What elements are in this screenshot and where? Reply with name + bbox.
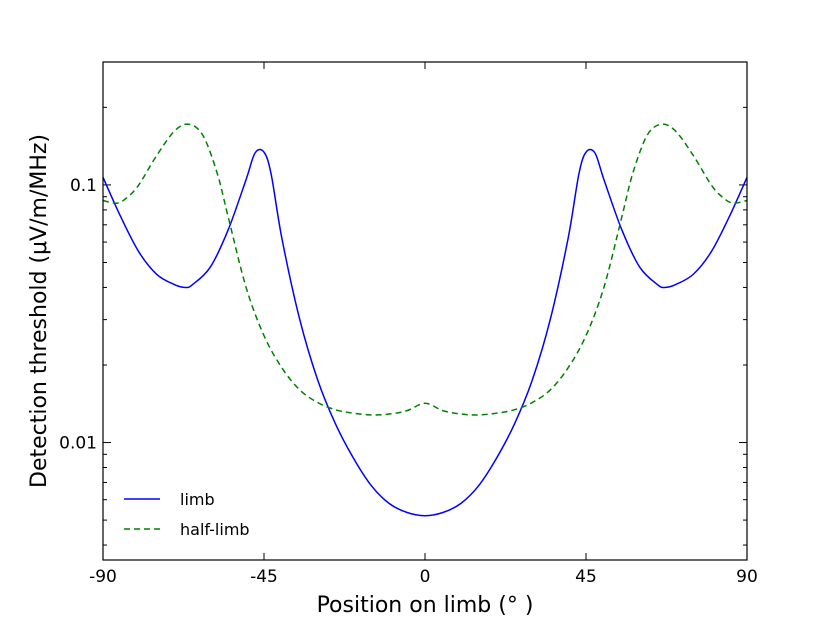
legend: limb half-limb [124,490,250,539]
series-line-half-limb [102,123,748,416]
y-tick-label: 0.1 [70,176,97,196]
plot-frame [102,61,748,561]
x-axis-label: Position on limb (° ) [317,593,534,618]
x-tick-label: -45 [250,567,278,587]
series-line-limb [102,148,748,517]
x-tick-label: 90 [736,567,758,587]
tick-labels: -90 -45 0 45 90 0.01 0.1 [59,176,758,587]
legend-label-half-limb: half-limb [180,520,250,539]
x-tick-label: 45 [575,567,597,587]
plot-lines [102,123,748,517]
axis-ticks [102,62,748,560]
legend-label-limb: limb [180,490,215,509]
x-tick-label: 0 [420,567,431,587]
y-tick-label: 0.01 [59,434,97,454]
x-tick-label: -90 [89,567,117,587]
y-axis-label: Detection threshold (μV/m/MHz) [27,134,52,488]
